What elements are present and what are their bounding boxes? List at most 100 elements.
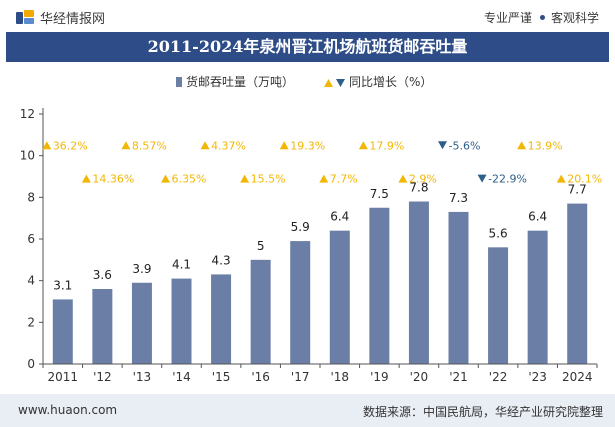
growth-data-label: 17.9% <box>369 139 404 152</box>
bar <box>329 230 350 364</box>
bar-data-label: 5.9 <box>291 220 310 234</box>
growth-data-label: 20.1% <box>567 173 602 186</box>
huajing-logo-icon <box>16 9 34 24</box>
bar-data-label: 7.8 <box>409 181 428 195</box>
bar-data-label: 3.6 <box>93 268 112 282</box>
bar <box>171 278 192 364</box>
x-tick-label: '15 <box>212 370 231 384</box>
x-tick-label: '14 <box>172 370 191 384</box>
x-tick-label: '18 <box>330 370 349 384</box>
growth-up-triangle-icon <box>517 141 527 150</box>
growth-down-triangle-icon <box>438 141 447 150</box>
y-tick-label: 6 <box>27 232 35 246</box>
growth-up-triangle-icon <box>81 174 91 183</box>
legend-growth-label: 同比增长（%） <box>349 75 432 89</box>
growth-markers: 36.2% 14.36% 8.57% 6.35% 4.37% 15.5% 19.3% 7.7%… <box>42 139 602 186</box>
bar <box>408 201 429 364</box>
x-tick-label: '22 <box>489 370 508 384</box>
growth-up-triangle-icon <box>240 174 250 183</box>
tagline-right: 客观科学 <box>550 11 599 25</box>
y-tick-label: 2 <box>27 315 35 329</box>
bar-data-label: 4.3 <box>212 253 231 267</box>
bar-data-label: 6.4 <box>528 210 547 224</box>
top-bar: 华经情报网 专业严谨 客观科学 <box>0 0 615 32</box>
y-tick-label: 4 <box>27 274 35 288</box>
chart-legend: 货邮吞吐量（万吨） 同比增长（%） <box>176 74 432 89</box>
bar-data-label: 5 <box>257 239 265 253</box>
y-tick-label: 8 <box>27 190 35 204</box>
x-tick-label: '19 <box>370 370 389 384</box>
bar <box>448 211 469 364</box>
bar-value-labels: 3.1 3.6 3.9 4.1 4.3 5 5.9 6.4 7.5 7.8 7.3 5.6 6.4 7.7 <box>53 181 587 293</box>
bar <box>211 274 232 364</box>
growth-data-label: 14.36% <box>92 173 134 186</box>
growth-data-label: 15.5% <box>251 173 286 186</box>
bar <box>527 230 548 364</box>
bar-data-label: 7.3 <box>449 191 468 205</box>
bar-data-label: 3.9 <box>132 262 151 276</box>
legend-up-triangle-icon <box>324 79 333 87</box>
bar-data-label: 7.7 <box>568 183 587 197</box>
growth-data-label: 6.35% <box>172 173 207 186</box>
growth-data-label: -22.9% <box>488 173 527 186</box>
tagline-left: 专业严谨 <box>483 11 532 25</box>
growth-up-triangle-icon <box>161 174 170 183</box>
bar <box>250 259 271 364</box>
growth-up-triangle-icon <box>556 174 566 183</box>
growth-data-label: 8.57% <box>132 139 167 152</box>
legend-down-triangle-icon <box>336 79 345 87</box>
legend-bar-label: 货邮吞吐量（万吨） <box>186 74 294 89</box>
growth-up-triangle-icon <box>121 141 131 150</box>
bar-data-label: 6.4 <box>330 210 349 224</box>
y-tick-label: 10 <box>20 149 35 163</box>
growth-up-triangle-icon <box>319 174 329 183</box>
bar <box>131 282 152 364</box>
growth-up-triangle-icon <box>358 141 368 150</box>
growth-up-triangle-icon <box>200 141 210 150</box>
bar-series <box>52 201 588 364</box>
tagline-dot-icon <box>539 15 545 20</box>
growth-down-triangle-icon <box>477 174 487 183</box>
bar <box>567 203 588 364</box>
x-tick-label: 2011 <box>48 370 79 384</box>
x-tick-label: '17 <box>291 370 310 384</box>
y-tick-label: 0 <box>27 357 35 371</box>
bar-data-label: 4.1 <box>172 258 191 272</box>
growth-up-triangle-icon <box>42 141 52 150</box>
x-tick-label: '12 <box>93 370 112 384</box>
growth-up-triangle-icon <box>398 174 408 183</box>
footer-url-link[interactable]: www.huaon.com <box>18 403 118 417</box>
x-tick-label: '13 <box>133 370 152 384</box>
bar-data-label: 5.6 <box>489 226 508 240</box>
x-tick-label: '23 <box>528 370 547 384</box>
bar-chart: 货邮吞吐量（万吨） 同比增长（%） 0 2 4 6 8 10 12 3.1 3.6 3.9 4.1… <box>20 74 602 384</box>
x-tick-label: '20 <box>410 370 429 384</box>
bar <box>52 299 73 364</box>
y-tick-label: 12 <box>20 107 35 121</box>
bar <box>92 289 113 364</box>
bar <box>369 207 390 364</box>
brand[interactable]: 华经情报网 <box>16 8 105 27</box>
bar-data-label: 3.1 <box>53 278 72 292</box>
bar <box>290 241 311 364</box>
footer: www.huaon.com 数据来源：中国民航局，华经产业研究院整理 <box>0 394 615 427</box>
x-axis: 2011 '12 '13 '14 '15 '16 '17 '18 '19 '20 '21 '22 '23… <box>42 363 598 384</box>
x-tick-label: '16 <box>251 370 270 384</box>
y-axis: 0 2 4 6 8 10 12 <box>20 107 44 371</box>
x-tick-label: 2024 <box>562 370 593 384</box>
growth-data-label: 4.37% <box>211 139 246 152</box>
growth-data-label: 13.9% <box>528 139 563 152</box>
growth-data-label: 36.2% <box>53 139 88 152</box>
growth-up-triangle-icon <box>279 141 289 150</box>
x-tick-label: '21 <box>449 370 468 384</box>
bar-data-label: 7.5 <box>370 187 389 201</box>
bar <box>488 247 509 364</box>
chart-title: 2011-2024年泉州晋江机场航班货邮吞吐量 <box>6 32 609 62</box>
growth-data-label: 2.9% <box>409 173 437 186</box>
brand-name: 华经情报网 <box>40 12 106 27</box>
growth-data-label: -5.6% <box>449 139 481 152</box>
growth-data-label: 7.7% <box>330 173 358 186</box>
footer-source: 数据来源：中国民航局，华经产业研究院整理 <box>362 405 603 419</box>
growth-data-label: 19.3% <box>290 139 325 152</box>
